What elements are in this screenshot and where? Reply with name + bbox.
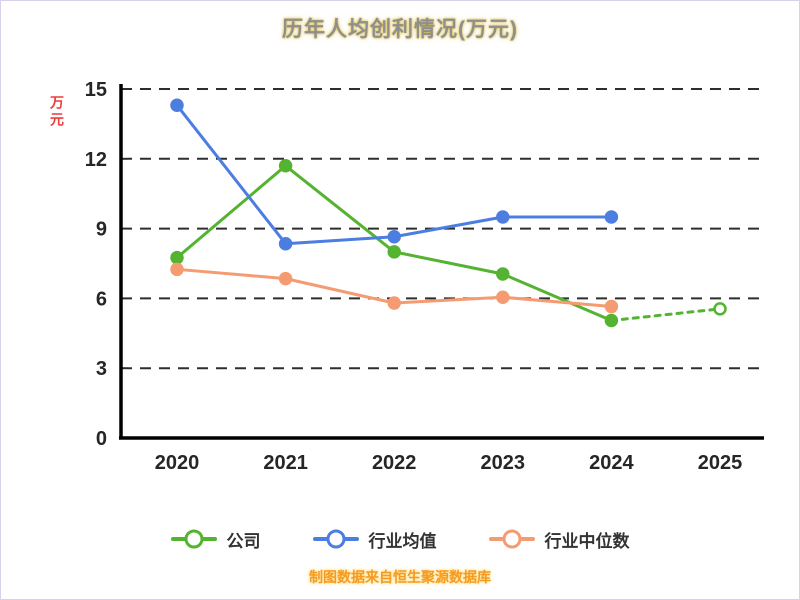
data-point <box>387 229 401 244</box>
data-point <box>387 245 401 259</box>
legend-line-industry-average <box>312 529 359 549</box>
legend-item-industry-average: 行业均值 <box>312 527 437 552</box>
data-point <box>496 210 510 224</box>
data-point <box>713 302 727 316</box>
series-line-segment <box>501 272 613 323</box>
data-point <box>278 271 293 286</box>
x-tick-label: 2020 <box>155 452 200 474</box>
legend-item-company: 公司 <box>170 527 261 552</box>
x-tick-label: 2022 <box>372 452 417 474</box>
legend-label-industry-average: 行业均值 <box>368 531 437 551</box>
x-tick-label: 2025 <box>698 452 743 474</box>
y-tick-label: 3 <box>96 358 107 380</box>
series-line-segment <box>284 235 396 246</box>
data-point <box>170 262 184 277</box>
legend-line-company <box>170 529 217 549</box>
y-tick-label: 15 <box>85 79 107 101</box>
series-line-segment <box>175 164 288 260</box>
data-point <box>604 299 619 314</box>
y-tick-label: 6 <box>96 288 107 310</box>
data-point <box>278 236 293 251</box>
data-point <box>170 98 184 113</box>
series-line-segment <box>175 267 288 281</box>
legend: 公司 行业均值 行业中位数 <box>1 519 799 559</box>
y-axis-label: 万元 <box>49 95 65 129</box>
data-point <box>278 159 293 173</box>
legend-label-industry-median: 行业中位数 <box>544 531 630 551</box>
x-tick-label: 2024 <box>589 452 634 474</box>
y-tick-label: 9 <box>96 219 107 241</box>
series-line-segment <box>501 295 613 309</box>
data-point <box>170 250 184 265</box>
y-tick-label: 0 <box>96 428 107 450</box>
data-point <box>496 267 510 281</box>
legend-line-industry-median <box>488 529 535 549</box>
legend-label-company: 公司 <box>226 531 261 551</box>
legend-item-industry-median: 行业中位数 <box>488 527 630 552</box>
y-tick-label: 12 <box>85 149 107 171</box>
series-line-segment <box>175 103 288 246</box>
series-line-segment <box>392 295 505 305</box>
series-line-segment <box>609 307 722 323</box>
data-point <box>604 210 619 224</box>
data-point <box>604 313 619 328</box>
x-tick-label: 2023 <box>481 452 526 474</box>
series-line-segment <box>284 277 396 305</box>
chart-title: 历年人均创利情况(万元) <box>282 18 518 41</box>
data-source-note: 制图数据来自恒生聚源数据库 <box>309 569 491 585</box>
data-point <box>496 290 510 304</box>
series-line-segment <box>392 250 505 276</box>
x-tick-label: 2021 <box>263 452 308 474</box>
series-line-segment <box>392 215 505 239</box>
legend-marker-company <box>184 529 203 549</box>
legend-marker-industry-median <box>502 529 521 549</box>
data-point <box>387 296 401 310</box>
legend-marker-industry-average <box>326 529 345 549</box>
